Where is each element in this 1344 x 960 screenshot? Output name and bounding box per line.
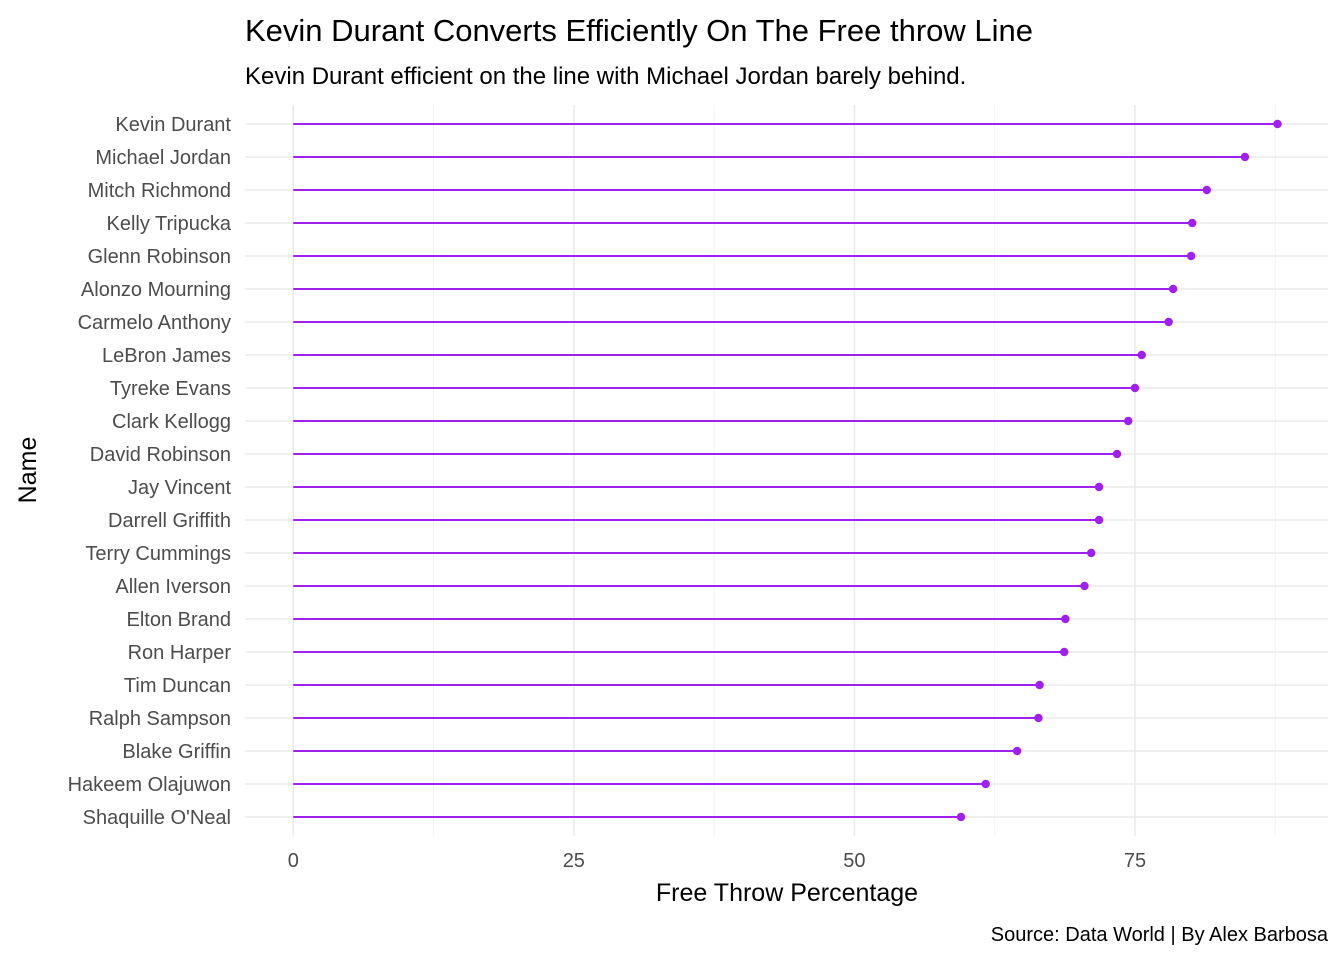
lollipop-point-9 <box>1124 416 1133 426</box>
y-category-label-13: Terry Cummings <box>85 543 231 565</box>
y-category-label-17: Tim Duncan <box>124 675 231 697</box>
lollipop-point-15 <box>1061 614 1070 624</box>
y-category-label-9: Clark Kellogg <box>112 411 231 433</box>
lollipop-point-4 <box>1186 251 1196 261</box>
chart-caption: Source: Data World | By Alex Barbosa <box>991 924 1329 946</box>
lollipop-point-8 <box>1130 383 1140 393</box>
y-category-label-2: Mitch Richmond <box>88 180 231 202</box>
lollipop-point-3 <box>1188 218 1197 228</box>
y-category-label-4: Glenn Robinson <box>88 246 231 268</box>
y-category-label-8: Tyreke Evans <box>110 378 231 400</box>
lollipop-point-20 <box>981 779 990 789</box>
x-tick-label-2: 50 <box>843 850 865 872</box>
x-axis-ticks: 0 25 50 75 <box>288 850 1146 872</box>
y-category-label-15: Elton Brand <box>126 609 231 631</box>
y-category-label-3: Kelly Tripucka <box>107 213 232 235</box>
y-category-label-16: Ron Harper <box>128 642 232 664</box>
y-category-label-5: Alonzo Mourning <box>81 279 231 301</box>
y-category-label-11: Jay Vincent <box>128 477 231 499</box>
y-category-label-0: Kevin Durant <box>115 114 231 136</box>
y-axis-title: Name <box>14 437 42 504</box>
lollipop-point-14 <box>1080 581 1089 591</box>
lollipop-point-10 <box>1112 449 1122 459</box>
lollipop-point-18 <box>1034 713 1043 723</box>
lollipop-point-7 <box>1137 350 1146 360</box>
lollipop-point-11 <box>1094 482 1104 492</box>
lollipop-point-2 <box>1202 185 1211 195</box>
lollipop-point-12 <box>1094 515 1104 525</box>
x-tick-label-0: 0 <box>288 850 299 872</box>
lollipop-point-16 <box>1060 647 1069 657</box>
lollipop-marks <box>293 119 1282 822</box>
y-category-label-18: Ralph Sampson <box>89 708 231 730</box>
y-category-label-1: Michael Jordan <box>95 147 231 169</box>
grid-lines <box>245 105 1328 836</box>
y-category-label-10: David Robinson <box>90 444 231 466</box>
lollipop-point-6 <box>1164 317 1173 327</box>
lollipop-point-5 <box>1168 284 1178 294</box>
y-category-label-19: Blake Griffin <box>122 741 231 763</box>
lollipop-point-17 <box>1035 680 1044 690</box>
lollipop-point-19 <box>1012 746 1022 756</box>
x-tick-label-1: 25 <box>563 850 585 872</box>
y-category-label-20: Hakeem Olajuwon <box>68 774 231 796</box>
y-category-label-12: Darrell Griffith <box>108 510 231 532</box>
y-category-label-21: Shaquille O'Neal <box>83 807 231 829</box>
y-category-label-7: LeBron James <box>102 345 231 367</box>
x-tick-label-3: 75 <box>1124 850 1146 872</box>
y-axis-labels: Kevin Durant Michael Jordan Mitch Richmond… <box>68 114 232 829</box>
x-axis-title: Free Throw Percentage <box>656 879 918 907</box>
y-category-label-6: Carmelo Anthony <box>78 312 231 334</box>
chart-subtitle: Kevin Durant efficient on the line with … <box>245 63 966 90</box>
lollipop-point-1 <box>1240 152 1250 162</box>
lollipop-point-13 <box>1086 548 1096 558</box>
chart-title: Kevin Durant Converts Efficiently On The… <box>245 13 1033 48</box>
y-category-label-14: Allen Iverson <box>115 576 231 598</box>
lollipop-point-21 <box>956 812 966 822</box>
lollipop-point-0 <box>1273 119 1282 129</box>
